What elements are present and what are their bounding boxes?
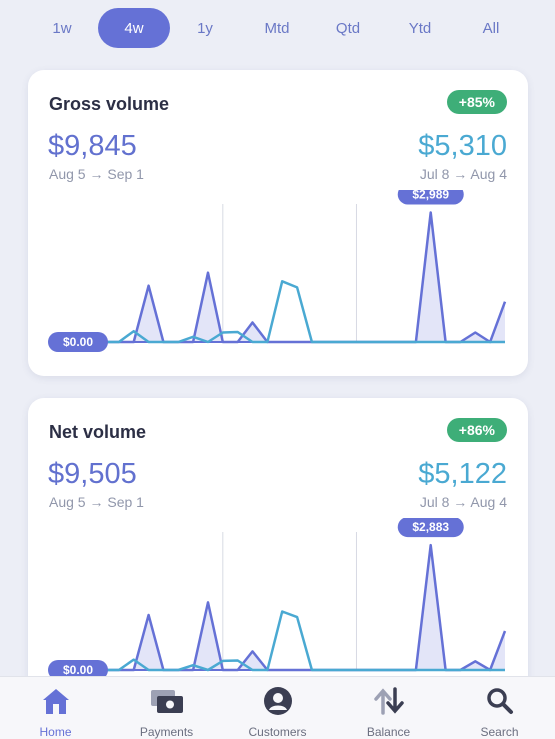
- range-tab-all[interactable]: All: [482, 19, 500, 37]
- nav-label: Customers: [248, 725, 307, 739]
- change-badge: +86%: [446, 418, 507, 442]
- previous-date-range: Jul 8 → Aug 4: [419, 494, 507, 510]
- current-value: $9,505: [48, 458, 137, 490]
- card-title: Net volume: [49, 422, 147, 442]
- payments-icon: [149, 683, 185, 719]
- card-title: Gross volume: [49, 94, 170, 114]
- nav-search[interactable]: Search: [444, 683, 555, 739]
- net-volume-card[interactable]: Net volume +86% $9,505 $5,122 Aug 5 → Se…: [28, 398, 528, 698]
- peak-value: $2,883: [412, 520, 449, 534]
- nav-payments[interactable]: Payments: [111, 683, 222, 739]
- previous-series-line: [104, 280, 505, 344]
- current-date-range: Aug 5 → Sep 1: [49, 166, 144, 182]
- zero-value: $0.00: [63, 335, 93, 349]
- bottom-nav: Home Payments Customers Ba: [0, 676, 555, 739]
- search-icon: [482, 683, 518, 719]
- time-range-selector: 1w 4w 1y Mtd Qtd Ytd All: [0, 0, 555, 56]
- zero-pill: [48, 660, 108, 680]
- peak-label: $2,883: [397, 518, 464, 538]
- nav-label: Balance: [366, 725, 411, 739]
- range-tab-4w[interactable]: 4w: [98, 8, 170, 48]
- range-tab-1w[interactable]: 1w: [52, 19, 72, 37]
- current-series-line: [104, 543, 507, 672]
- nav-customers[interactable]: Customers: [222, 683, 333, 739]
- range-tab-1y[interactable]: 1y: [197, 19, 213, 37]
- peak-pill: [397, 190, 464, 205]
- previous-series-line: [104, 610, 505, 672]
- range-tab-mtd[interactable]: Mtd: [264, 19, 290, 37]
- zero-label: $0.00: [48, 332, 108, 352]
- gross-volume-chart[interactable]: $2,989 $0.00: [28, 190, 528, 360]
- current-series-line: [104, 211, 507, 344]
- nav-label: Search: [480, 725, 519, 739]
- home-icon: [38, 683, 74, 719]
- balance-icon: [371, 683, 407, 719]
- range-tab-ytd[interactable]: Ytd: [408, 19, 432, 37]
- change-badge: +85%: [446, 90, 507, 114]
- zero-label: $0.00: [48, 660, 108, 680]
- nav-home[interactable]: Home: [0, 683, 111, 739]
- peak-label: $2,989: [397, 190, 464, 205]
- range-tab-qtd[interactable]: Qtd: [335, 19, 361, 37]
- previous-date-range: Jul 8 → Aug 4: [419, 166, 507, 182]
- customers-icon: [260, 683, 296, 719]
- zero-value: $0.00: [63, 663, 93, 677]
- current-series-area: [104, 545, 505, 670]
- nav-label: Payments: [139, 725, 194, 739]
- previous-value: $5,122: [418, 458, 507, 490]
- peak-pill: [397, 518, 464, 538]
- gross-volume-card[interactable]: Gross volume +85% $9,845 $5,310 Aug 5 → …: [28, 70, 528, 376]
- current-value: $9,845: [48, 130, 137, 162]
- current-date-range: Aug 5 → Sep 1: [49, 494, 144, 510]
- zero-pill: [48, 332, 108, 352]
- previous-value: $5,310: [418, 130, 507, 162]
- net-volume-chart[interactable]: $2,883 $0.00: [28, 518, 528, 688]
- nav-label: Home: [39, 725, 72, 739]
- peak-value: $2,989: [412, 190, 449, 201]
- current-series-area: [104, 212, 505, 342]
- nav-balance[interactable]: Balance: [333, 683, 444, 739]
